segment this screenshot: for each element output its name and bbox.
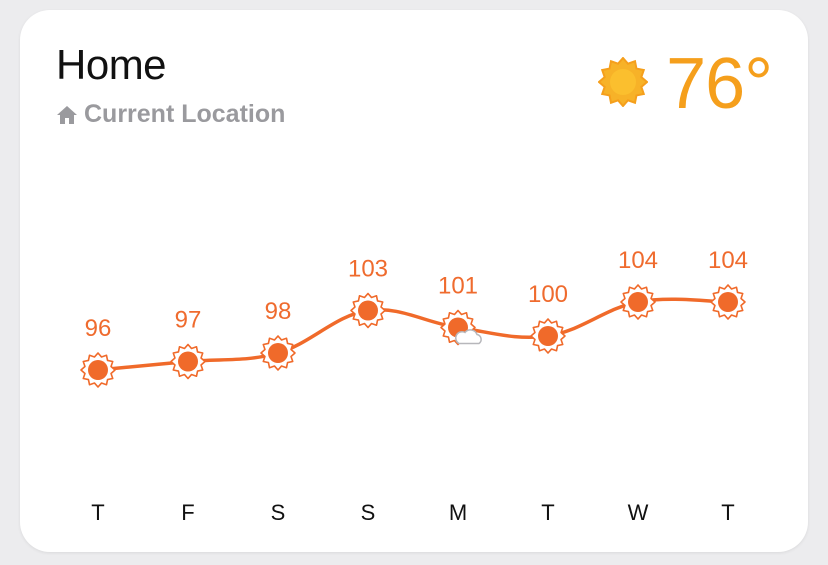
data-label: 98 xyxy=(265,298,292,325)
data-label: 104 xyxy=(708,247,748,274)
day-tick-label: S xyxy=(361,500,376,525)
day-tick-label: T xyxy=(541,500,554,525)
data-label: 104 xyxy=(618,247,658,274)
house-icon xyxy=(56,105,78,125)
data-point-sun-icon xyxy=(260,335,296,371)
data-label: 96 xyxy=(85,315,112,342)
data-point-sun-icon xyxy=(530,318,566,354)
data-label: 97 xyxy=(175,307,202,334)
day-tick-label: W xyxy=(628,500,649,525)
data-point-sun-cloud-icon xyxy=(440,309,482,346)
data-point-sun-icon xyxy=(620,284,656,320)
location-title: Home xyxy=(56,41,167,88)
data-point-sun-icon xyxy=(80,352,116,388)
data-label: 103 xyxy=(348,256,388,283)
location-label: Current Location xyxy=(84,100,286,128)
weather-widget[interactable]: Home Current Location 76° 96 T 97 F 98 S 103 S 1… xyxy=(20,10,808,552)
data-label: 101 xyxy=(438,273,478,300)
forecast-chart: 96 T 97 F 98 S 103 S 101 M 100 T 104 W 104 T xyxy=(80,247,748,525)
current-conditions: 76° xyxy=(597,44,773,124)
day-tick-label: T xyxy=(91,500,104,525)
current-temperature: 76° xyxy=(666,44,773,124)
data-point-sun-icon xyxy=(350,292,386,329)
data-point-sun-icon xyxy=(170,343,206,380)
day-tick-label: S xyxy=(271,500,286,525)
data-point-sun-icon xyxy=(710,284,746,320)
day-tick-label: T xyxy=(721,500,734,525)
data-label: 100 xyxy=(528,281,568,308)
location-subtitle: Current Location xyxy=(56,102,285,127)
day-tick-label: M xyxy=(449,500,467,525)
sun-icon xyxy=(597,55,649,112)
day-tick-label: F xyxy=(181,500,194,525)
